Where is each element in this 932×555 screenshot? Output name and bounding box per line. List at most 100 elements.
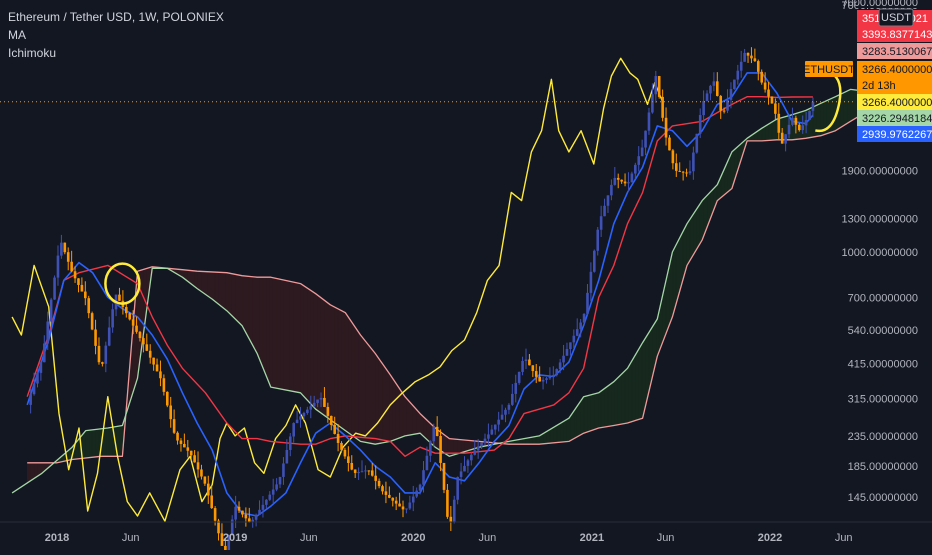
candle-body bbox=[292, 423, 295, 436]
cloud-segment bbox=[598, 391, 601, 428]
cloud-segment bbox=[266, 277, 269, 384]
ma-indicator-label[interactable]: MA bbox=[8, 26, 224, 44]
y-tick-label: 145.00000000 bbox=[848, 492, 918, 504]
candle-body bbox=[497, 420, 500, 425]
candle-body bbox=[77, 278, 80, 285]
candle-body bbox=[166, 392, 169, 406]
candle-body bbox=[453, 500, 456, 523]
candle-body bbox=[156, 365, 159, 372]
candle-body bbox=[105, 346, 108, 364]
candle-body bbox=[743, 53, 746, 62]
cloud-segment bbox=[618, 374, 621, 425]
cloud-segment bbox=[639, 343, 642, 419]
candle-body bbox=[719, 96, 722, 111]
candle-body bbox=[262, 505, 265, 510]
symbol-title[interactable]: Ethereum / Tether USD, 1W, POLONIEX bbox=[8, 8, 224, 26]
candle-body bbox=[668, 138, 671, 151]
cloud-segment bbox=[564, 419, 567, 442]
cloud-segment bbox=[287, 281, 290, 391]
cloud-segment bbox=[318, 295, 321, 413]
candle-body bbox=[333, 425, 336, 434]
x-tick-label: 2022 bbox=[758, 532, 782, 544]
candle-body bbox=[224, 546, 227, 550]
cloud-segment bbox=[587, 395, 590, 432]
candle-body bbox=[631, 174, 634, 183]
candle-body bbox=[542, 380, 545, 382]
candle-body bbox=[415, 491, 418, 497]
candle-body bbox=[805, 120, 808, 125]
candle-body bbox=[210, 495, 213, 508]
cloud-segment bbox=[690, 214, 693, 260]
candle-body bbox=[388, 495, 391, 498]
candle-body bbox=[36, 373, 39, 384]
candle-body bbox=[528, 360, 531, 366]
candle-body bbox=[190, 451, 193, 455]
candle-body bbox=[678, 171, 681, 172]
candle-body bbox=[344, 450, 347, 457]
candle-body bbox=[303, 413, 306, 416]
cloud-segment bbox=[31, 463, 34, 481]
cloud-segment bbox=[27, 463, 30, 483]
ichimoku-indicator-label[interactable]: Ichimoku bbox=[8, 44, 224, 62]
cloud-segment bbox=[355, 327, 358, 440]
candle-body bbox=[525, 360, 528, 361]
x-tick-label: Jun bbox=[657, 532, 675, 544]
candle-body bbox=[350, 463, 353, 470]
candle-body bbox=[596, 230, 599, 251]
cloud-segment bbox=[109, 427, 112, 456]
candle-body bbox=[624, 182, 627, 184]
candle-body bbox=[514, 383, 517, 394]
candle-body bbox=[241, 511, 244, 515]
cloud-segment bbox=[454, 439, 457, 455]
candle-body bbox=[282, 463, 285, 476]
cloud-segment bbox=[345, 312, 348, 432]
candle-body bbox=[432, 427, 435, 441]
cloud-segment bbox=[301, 284, 304, 397]
candle-body bbox=[637, 156, 640, 165]
candle-body bbox=[651, 94, 654, 112]
candle-body bbox=[64, 243, 67, 253]
candle-body bbox=[176, 433, 179, 441]
cloud-segment bbox=[96, 429, 99, 457]
cloud-segment bbox=[294, 282, 297, 392]
candle-body bbox=[627, 182, 630, 183]
candle-body bbox=[268, 495, 271, 500]
cloud-segment bbox=[342, 311, 345, 431]
y-tick-label: 700.00000000 bbox=[848, 292, 918, 304]
candle-body bbox=[361, 471, 364, 472]
candle-body bbox=[330, 416, 333, 425]
x-tick-label: Jun bbox=[835, 532, 853, 544]
cloud-segment bbox=[567, 416, 570, 441]
candle-body bbox=[186, 447, 189, 450]
candle-body bbox=[70, 262, 73, 272]
candle-body bbox=[152, 358, 155, 365]
cloud-segment bbox=[311, 290, 314, 407]
candle-body bbox=[583, 314, 586, 323]
candle-body bbox=[760, 72, 763, 83]
candle-body bbox=[463, 466, 466, 472]
candle-body bbox=[128, 313, 131, 319]
candle-body bbox=[309, 406, 312, 409]
candle-body bbox=[658, 76, 661, 97]
price-label-text: 3393.83771438 bbox=[862, 29, 932, 41]
cloud-segment bbox=[461, 440, 464, 453]
cloud-segment bbox=[256, 277, 259, 359]
y-tick-label: 315.00000000 bbox=[848, 394, 918, 406]
y-tick-label-top: 7000.00000000 bbox=[842, 0, 918, 9]
candle-body bbox=[419, 485, 422, 491]
candle-body bbox=[573, 336, 576, 343]
cloud-segment bbox=[372, 350, 375, 444]
cloud-segment bbox=[772, 120, 775, 140]
cloud-segment bbox=[632, 355, 635, 422]
cloud-segment bbox=[201, 271, 204, 294]
candle-body bbox=[74, 271, 77, 278]
cloud-segment bbox=[242, 276, 245, 333]
price-label-text: 3283.51300670 bbox=[862, 46, 932, 58]
cloud-segment bbox=[379, 359, 382, 444]
cloud-segment bbox=[205, 272, 208, 297]
y-tick-label: 1300.00000000 bbox=[842, 214, 918, 226]
candle-body bbox=[740, 62, 743, 71]
cloud-segment bbox=[693, 209, 696, 255]
